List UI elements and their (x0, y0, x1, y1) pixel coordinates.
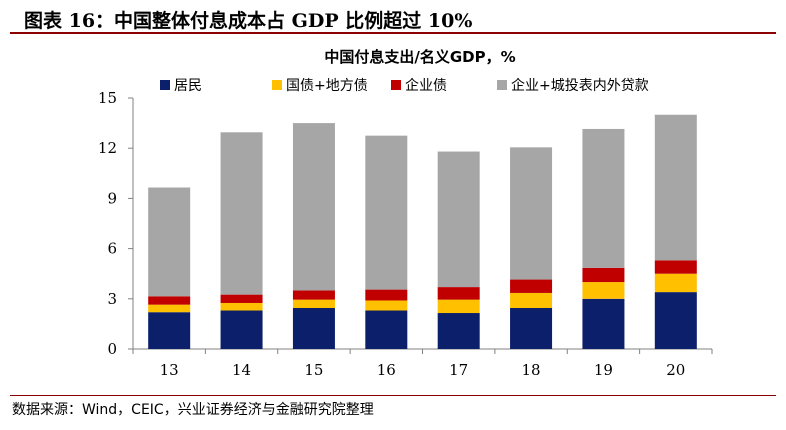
bar-segment (148, 312, 191, 349)
bottom-rule (10, 395, 776, 396)
bar-segment (582, 128, 625, 268)
bar-segment (582, 298, 625, 349)
bar-segment (220, 310, 263, 349)
bar-segment (220, 294, 263, 303)
y-tick-label: 15 (98, 89, 117, 107)
bar-segment (510, 292, 553, 309)
bar-segment (365, 310, 408, 349)
plot-area: 0 3 6 9 12 15 13 14 15 16 17 18 19 20 (98, 89, 713, 379)
legend-label: 企业债 (405, 77, 447, 94)
x-tick-label: 15 (304, 361, 323, 379)
bar-segment (510, 279, 553, 293)
bar-segment (220, 302, 263, 311)
x-tick-label: 13 (160, 361, 179, 379)
bar-segment (510, 308, 553, 349)
bar-segment (365, 289, 408, 301)
legend-swatch (391, 80, 401, 90)
y-tick-label: 12 (98, 139, 117, 157)
legend-swatch (272, 80, 282, 90)
y-tick-label: 6 (107, 240, 117, 258)
figure-title: 图表 16：中国整体付息成本占 GDP 比例超过 10% (24, 10, 473, 32)
bar-segment (654, 114, 697, 261)
bar-segment (437, 299, 480, 314)
x-tick-label: 17 (449, 361, 468, 379)
stacked-bar-chart: 中国付息支出/名义GDP，% 居民 国债+地方债 企业债 企业+城投表内外贷款 0 3 6… (98, 48, 713, 379)
y-tick-label: 0 (107, 340, 117, 358)
x-tick-label: 19 (594, 361, 613, 379)
bar-segment (654, 273, 697, 293)
bar-segment (220, 132, 263, 295)
bar-segment (148, 187, 191, 297)
x-tick-label: 14 (232, 361, 251, 379)
bar-segment (365, 300, 408, 311)
x-tick-label: 18 (522, 361, 541, 379)
bar-segment (654, 292, 697, 349)
bar-segment (292, 123, 335, 291)
legend-swatch (497, 80, 507, 90)
bar-segment (582, 282, 625, 299)
legend-label: 国债+地方债 (286, 78, 368, 94)
figure-source: 数据来源：Wind，CEIC，兴业证券经济与金融研究院整理 (12, 402, 374, 418)
bar-segment (292, 290, 335, 300)
bar-segment (510, 147, 553, 280)
bar-segment (292, 299, 335, 309)
top-rule (10, 32, 776, 34)
bar-segment (437, 313, 480, 349)
bar-segment (437, 151, 480, 288)
x-tick-label: 20 (666, 361, 685, 379)
legend-label: 居民 (174, 78, 202, 94)
y-tick-label: 3 (107, 290, 117, 308)
legend-swatch (160, 80, 170, 90)
bar-segment (365, 135, 408, 290)
legend-label: 企业+城投表内外贷款 (511, 77, 649, 94)
bar-segment (148, 296, 191, 305)
bar-segment (654, 260, 697, 274)
chart-title: 中国付息支出/名义GDP，% (324, 48, 515, 66)
bar-segment (148, 304, 191, 313)
bar-segment (582, 267, 625, 283)
legend: 居民 国债+地方债 企业债 企业+城投表内外贷款 (160, 77, 649, 94)
y-tick-label: 9 (107, 189, 117, 207)
bar-segment (292, 308, 335, 349)
figure-header: 图表 16：中国整体付息成本占 GDP 比例超过 10% (10, 0, 776, 34)
bar-segment (437, 287, 480, 300)
x-tick-label: 16 (377, 361, 396, 379)
